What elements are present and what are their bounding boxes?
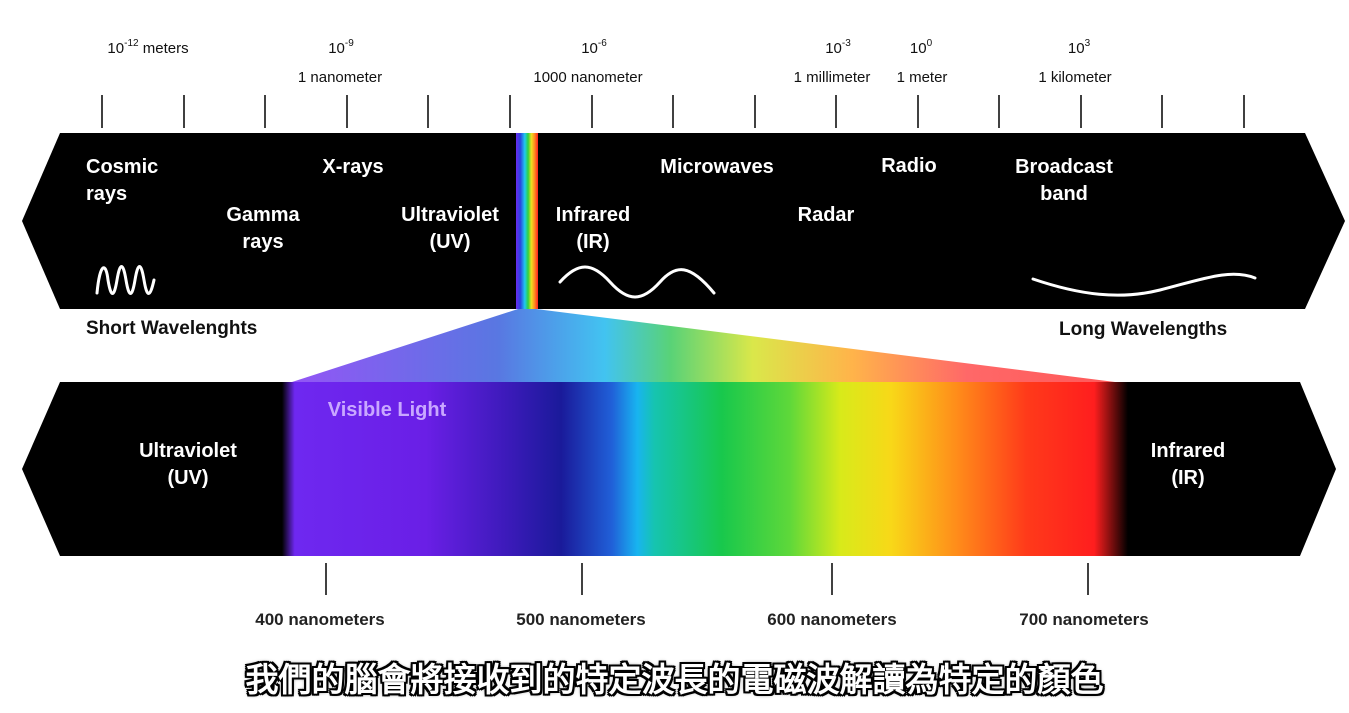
scale-base: 10 [909, 40, 927, 57]
label-ultraviolet-bottom: Ultraviolet (UV) [139, 440, 237, 489]
scale-exponent: -9 [344, 38, 354, 49]
label-broadcast-band: Broadcast band [1015, 156, 1113, 205]
scale-base: 10 [107, 40, 125, 57]
scale-unit: meters [138, 40, 189, 57]
label-gamma-rays: Gamma rays [226, 204, 300, 253]
long-wavelengths-label: Long Wavelengths [1059, 319, 1228, 340]
scale-exponent: -12 [124, 38, 139, 49]
scale-exponent: -6 [597, 38, 607, 49]
medium-wave-icon [558, 265, 716, 299]
scale-exponent: -3 [841, 38, 851, 49]
scale-base: 10 [328, 40, 345, 57]
scale-label-1: 10-12 meters [107, 38, 188, 57]
scale-name-3: 1000 nanometer [533, 69, 643, 86]
scale-label-5: 100 [910, 38, 932, 57]
visible-spectrum [282, 382, 1128, 556]
label-microwaves: Microwaves [660, 156, 774, 178]
nm-ticks [325, 563, 1089, 595]
short-wave-icon [95, 265, 156, 295]
label-ultraviolet-top: Ultraviolet (UV) [401, 204, 499, 253]
short-wavelengths-label: Short Wavelenghts [86, 318, 258, 339]
label-radar: Radar [797, 204, 855, 226]
scale-base: 10 [581, 40, 598, 57]
label-radio: Radio [881, 155, 937, 177]
visible-fan [292, 309, 1115, 382]
scale-name-2: 1 nanometer [297, 69, 383, 86]
scale-label-2: 10-9 [328, 38, 354, 57]
nm-label-400: 400 nanometers [255, 610, 385, 629]
label-infrared-top: Infrared (IR) [555, 204, 631, 253]
label-x-rays: X-rays [322, 156, 384, 178]
scale-label-4: 10-3 [825, 38, 851, 57]
label-cosmic-rays: Cosmic rays [86, 156, 159, 205]
nm-label-600: 600 nanometers [767, 610, 897, 629]
scale-label-6: 103 [1068, 38, 1090, 57]
visible-strip [516, 133, 538, 309]
nm-label-700: 700 nanometers [1019, 610, 1149, 629]
label-infrared-bottom: Infrared (IR) [1150, 440, 1226, 489]
scale-name-5: 1 meter [896, 69, 948, 86]
video-subtitle: 我們的腦會將接收到的特定波長的電磁波解讀為特定的顏色 [245, 660, 1104, 699]
nm-label-500: 500 nanometers [516, 610, 646, 629]
scale-ticks [101, 95, 1245, 128]
scale-label-3: 10-6 [581, 38, 607, 57]
scale-exponent: 0 [926, 38, 933, 49]
scale-name-4: 1 millimeter [793, 69, 871, 86]
scale-name-6: 1 kilometer [1038, 69, 1112, 86]
scale-base: 10 [1067, 40, 1085, 57]
visible-light-label: Visible Light [327, 399, 447, 421]
scale-base: 10 [825, 40, 842, 57]
long-wave-icon [1031, 272, 1257, 297]
scale-exponent: 3 [1084, 38, 1091, 49]
top-band [22, 133, 1345, 309]
